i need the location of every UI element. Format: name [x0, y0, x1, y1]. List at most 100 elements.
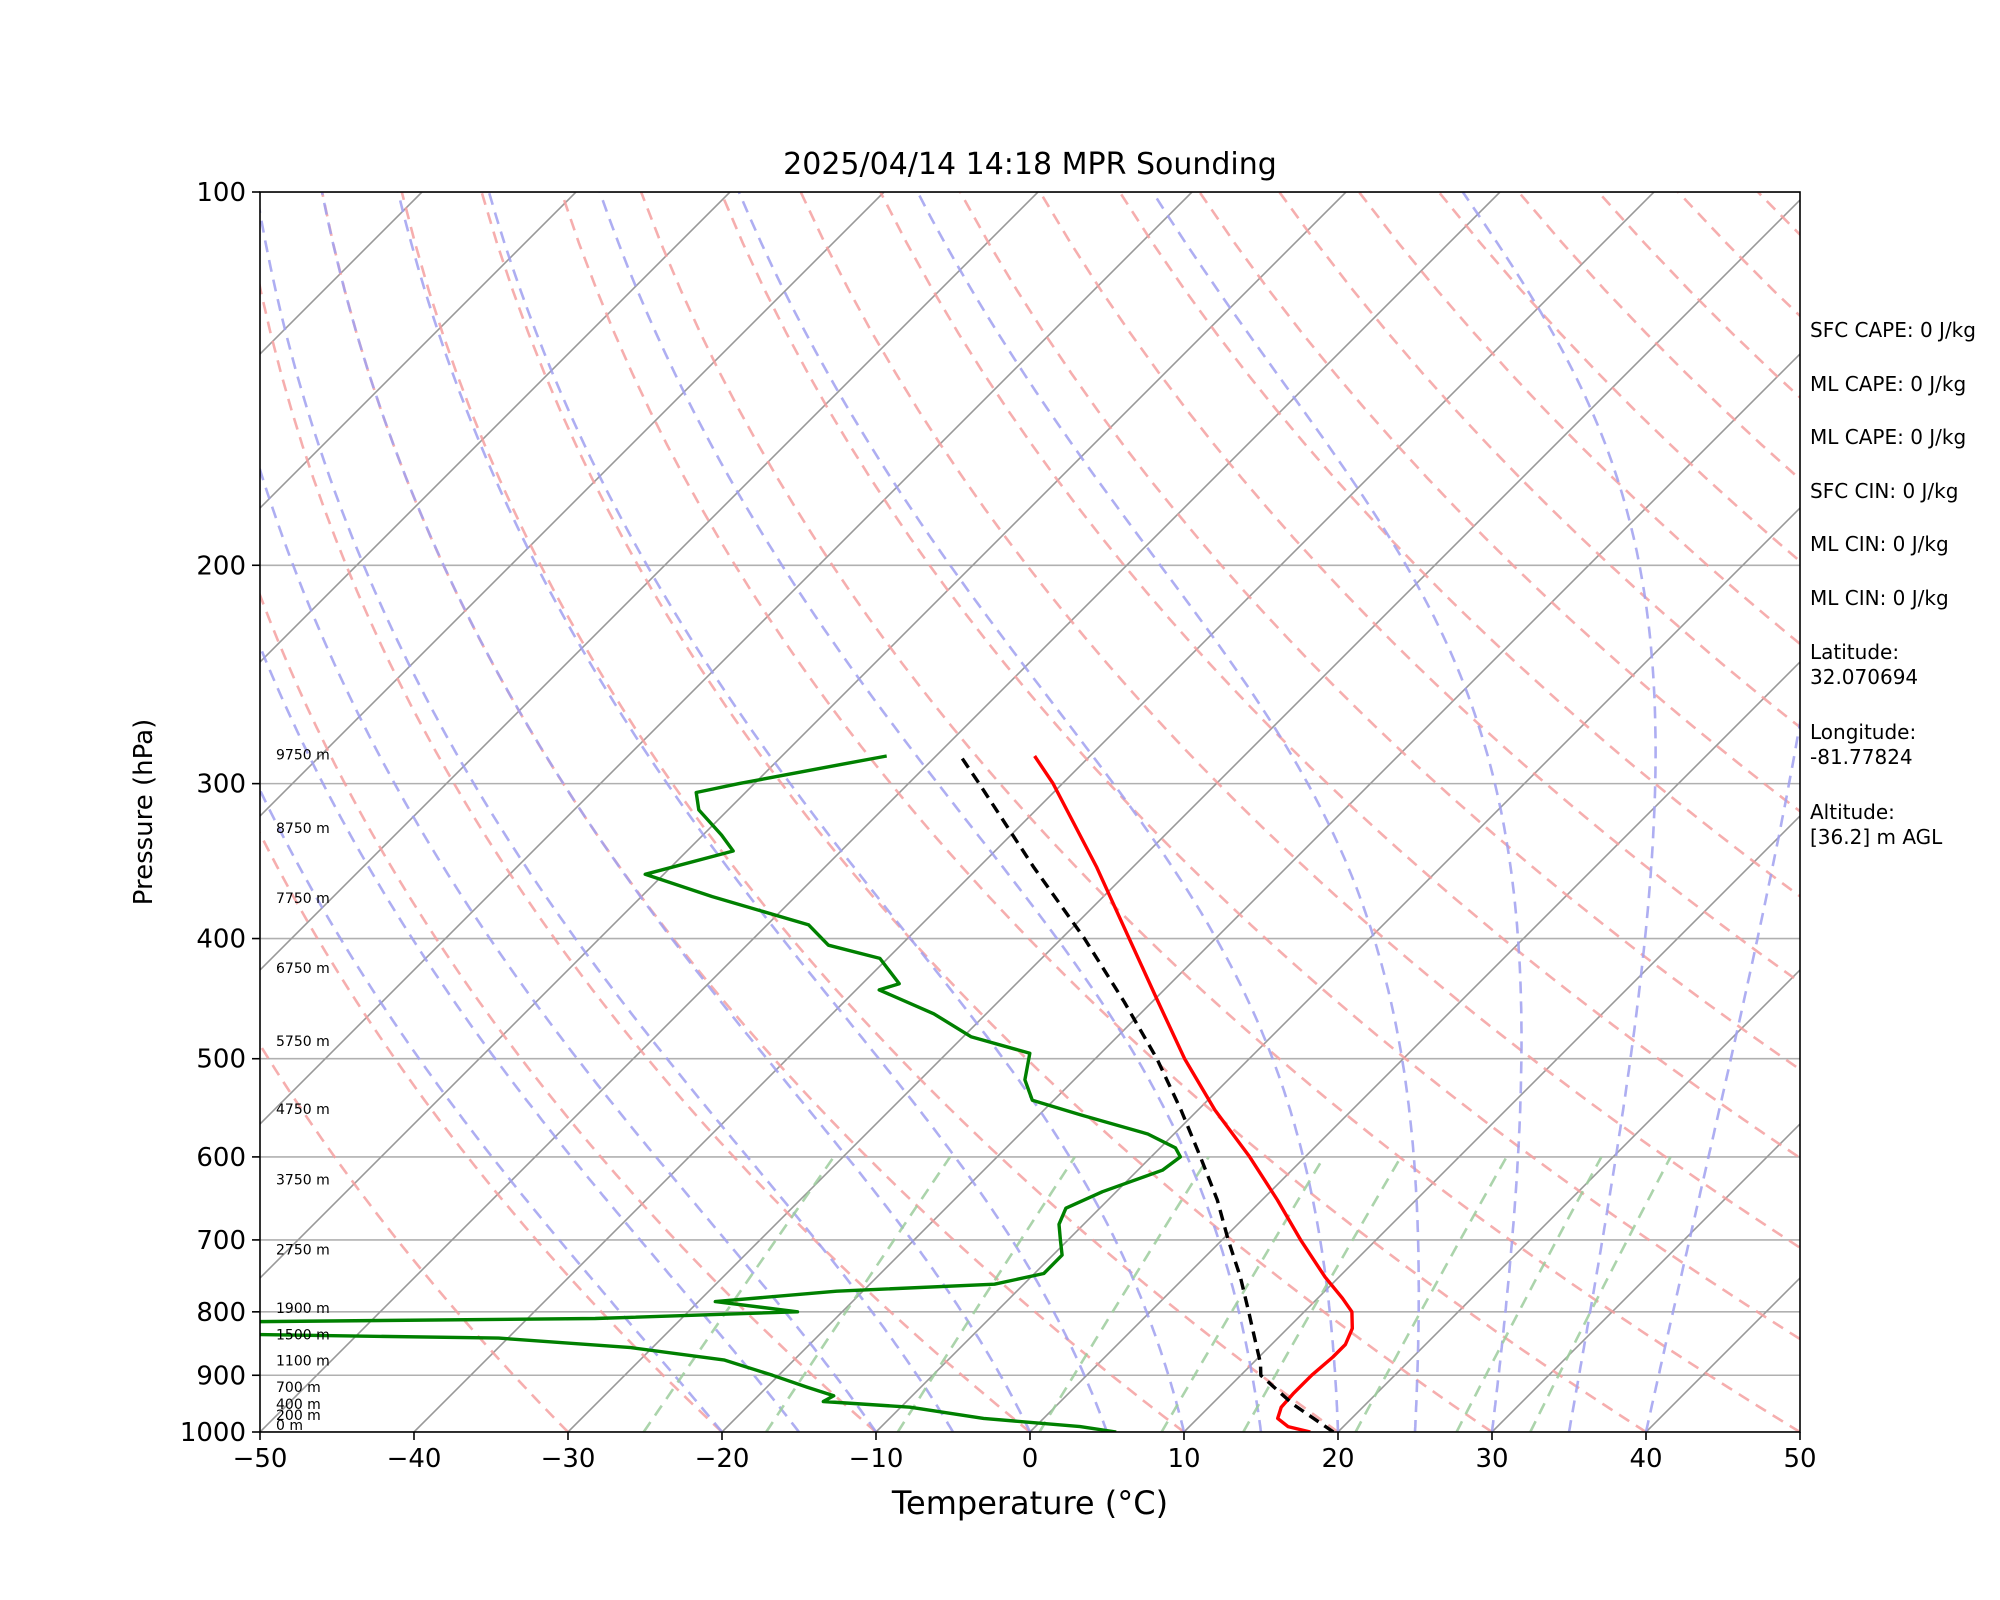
y-tick-label: 400 — [196, 925, 246, 955]
sfc-cape-text: SFC CAPE: 0 J/kg — [1810, 318, 1976, 342]
altitude-text: Altitude: [36.2] m AGL — [1810, 800, 1943, 849]
ml-cape-text-2: ML CAPE: 0 J/kg — [1810, 425, 1967, 449]
height-label: 6750 m — [276, 961, 330, 977]
x-tick-label: −30 — [541, 1444, 596, 1474]
y-tick-label: 100 — [196, 178, 246, 208]
moist-adiabat-line — [260, 465, 878, 1432]
height-label: 400 m — [276, 1397, 321, 1413]
y-axis-label: Pressure (hPa) — [129, 719, 159, 906]
dry-adiabat-line — [1038, 192, 1800, 984]
moist-adiabat-line — [487, 192, 1186, 1432]
height-label: 1100 m — [276, 1353, 330, 1369]
sounding-series — [260, 754, 1355, 1432]
dry-adiabat-line — [639, 192, 1800, 1432]
moist-adiabat-line — [916, 192, 1421, 1432]
dry-adiabat-line — [320, 192, 1185, 1432]
parcel-line — [959, 755, 1335, 1432]
height-label: 0 m — [276, 1418, 303, 1434]
isotherm-line — [260, 192, 1501, 1432]
isotherm-line — [875, 506, 1800, 1432]
mixing-ratio-line — [1455, 1156, 1603, 1432]
y-tick-label: 900 — [196, 1361, 246, 1391]
ml-cin-text: ML CIN: 0 J/kg — [1810, 532, 1949, 556]
y-tick-label: 700 — [196, 1226, 246, 1256]
isotherm-line — [1183, 814, 1800, 1432]
dry-adiabat-line — [1198, 192, 1800, 813]
dry-adiabat-line — [400, 192, 1339, 1432]
mixing-ratio-line — [765, 1156, 952, 1432]
moist-adiabat-line — [396, 192, 1109, 1432]
x-axis-label: Temperature (°C) — [891, 1484, 1168, 1522]
isotherm-line — [1491, 1122, 1800, 1432]
axes: −50 −40 −30 −20 −10 0 10 20 30 40 50 1000 900 800 700 6… — [180, 178, 1817, 1474]
dry-adiabat-line — [719, 192, 1800, 1341]
x-tick-label: −10 — [849, 1444, 904, 1474]
mixing-ratio-line — [1529, 1156, 1672, 1432]
y-tick-label: 600 — [196, 1143, 246, 1173]
dry-adiabat-line — [260, 1042, 569, 1432]
mixing-ratio-line — [1038, 1156, 1210, 1432]
height-label: 200 m — [276, 1408, 321, 1424]
isotherm-line — [260, 192, 1039, 972]
dry-adiabat-line — [1278, 192, 1800, 729]
moist-adiabat-line — [260, 787, 724, 1432]
height-label: 7750 m — [276, 891, 330, 907]
isotherm-line — [721, 352, 1800, 1432]
mixing-ratio-line — [1160, 1156, 1326, 1432]
mixing-ratio-line — [1242, 1156, 1403, 1432]
height-label: 1900 m — [276, 1301, 330, 1317]
isotherm-line — [260, 192, 731, 664]
dry-adiabat-line — [799, 192, 1800, 1250]
isotherm-line — [1029, 660, 1800, 1432]
moist-adiabat-line — [737, 192, 1340, 1432]
moist-adiabat-line — [320, 192, 1032, 1432]
y-tick-label: 500 — [196, 1045, 246, 1075]
height-label: 1500 m — [276, 1327, 330, 1343]
height-label: 2750 m — [276, 1243, 330, 1259]
mixing-ratio-line — [896, 1156, 1076, 1432]
x-tick-label: 0 — [1022, 1444, 1039, 1474]
isotherm-line — [260, 192, 885, 818]
latitude-text: Latitude: 32.070694 — [1810, 640, 1919, 689]
dry-adiabat-line — [260, 830, 723, 1432]
sfc-cin-text: SFC CIN: 0 J/kg — [1810, 479, 1959, 503]
mixing-ratio-line — [642, 1156, 835, 1432]
dry-adiabat-line — [480, 192, 1493, 1432]
longitude-text: Longitude: -81.77824 — [1810, 720, 1917, 769]
isotherm-line — [1337, 968, 1800, 1432]
height-label: 4750 m — [276, 1102, 330, 1118]
y-tick-label: 800 — [196, 1298, 246, 1328]
dry-adiabat-line — [260, 591, 877, 1432]
isotherm-line — [260, 192, 1193, 1126]
chart-title: 2025/04/14 14:18 MPR Sounding — [783, 147, 1277, 182]
x-tick-label: 30 — [1475, 1444, 1508, 1474]
isotherm-line — [260, 192, 577, 510]
height-label: 8750 m — [276, 821, 330, 837]
dry-adiabat-line — [1118, 192, 1800, 898]
x-tick-label: −20 — [695, 1444, 750, 1474]
ml-cape-text: ML CAPE: 0 J/kg — [1810, 372, 1967, 396]
moist-adiabat-line — [260, 205, 955, 1432]
height-label: 9750 m — [276, 748, 330, 764]
height-label: 5750 m — [276, 1034, 330, 1050]
moist-adiabat-line — [1151, 192, 1523, 1432]
x-tick-label: 50 — [1783, 1444, 1816, 1474]
moist-adiabat-line — [1644, 715, 1800, 1432]
x-tick-label: 20 — [1321, 1444, 1354, 1474]
moist-adiabat-line — [598, 192, 1263, 1432]
height-label: 3750 m — [276, 1173, 330, 1189]
dry-adiabat-line — [260, 280, 1031, 1432]
dry-adiabat-line — [879, 192, 1800, 1160]
y-tick-label: 300 — [196, 770, 246, 800]
isotherm-line — [413, 192, 1655, 1432]
isotherm-line — [567, 198, 1800, 1432]
dewpoint-line — [260, 754, 1183, 1432]
x-tick-label: −50 — [233, 1444, 288, 1474]
dry-adiabat-line — [959, 192, 1800, 1072]
x-tick-label: −40 — [387, 1444, 442, 1474]
isotherm-line — [260, 192, 1347, 1280]
x-tick-label: 40 — [1629, 1444, 1662, 1474]
background-lines — [260, 192, 1800, 1432]
